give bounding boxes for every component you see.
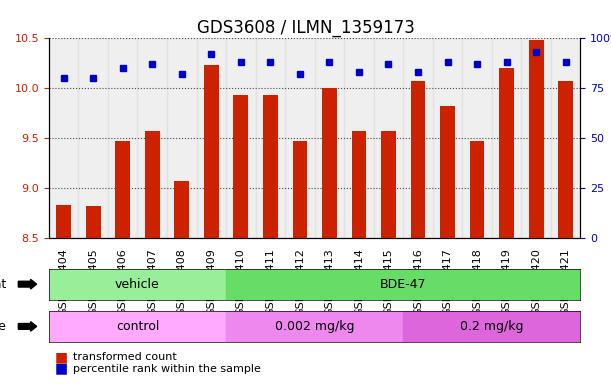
Bar bbox=[529, 40, 544, 384]
Bar bbox=[145, 131, 159, 384]
Bar bbox=[204, 65, 219, 384]
Bar bbox=[403, 311, 580, 342]
Text: transformed count: transformed count bbox=[73, 352, 177, 362]
Bar bbox=[86, 206, 101, 384]
Text: percentile rank within the sample: percentile rank within the sample bbox=[73, 364, 261, 374]
Bar bbox=[470, 141, 485, 384]
Bar bbox=[226, 311, 403, 342]
Text: vehicle: vehicle bbox=[115, 278, 160, 291]
Text: agent: agent bbox=[0, 278, 6, 291]
Bar bbox=[558, 81, 573, 384]
Text: ■: ■ bbox=[55, 362, 68, 376]
Bar bbox=[403, 38, 433, 238]
Bar bbox=[49, 269, 226, 300]
Bar bbox=[174, 181, 189, 384]
Bar bbox=[56, 205, 71, 384]
Bar bbox=[293, 141, 307, 384]
Text: BDE-47: BDE-47 bbox=[380, 278, 426, 291]
Bar bbox=[78, 38, 108, 238]
Bar bbox=[374, 38, 403, 238]
Bar bbox=[521, 38, 551, 238]
Bar bbox=[255, 38, 285, 238]
Bar bbox=[197, 38, 226, 238]
Text: ■: ■ bbox=[55, 350, 68, 364]
Bar bbox=[492, 38, 521, 238]
Bar bbox=[433, 38, 463, 238]
Bar bbox=[49, 311, 226, 342]
Bar bbox=[167, 38, 197, 238]
Bar bbox=[226, 38, 255, 238]
Bar bbox=[551, 38, 580, 238]
Bar bbox=[137, 38, 167, 238]
Text: control: control bbox=[116, 320, 159, 333]
Bar bbox=[233, 95, 248, 384]
Bar bbox=[226, 269, 580, 300]
Bar bbox=[49, 38, 78, 238]
Bar bbox=[463, 38, 492, 238]
Text: 0.2 mg/kg: 0.2 mg/kg bbox=[460, 320, 524, 333]
Bar bbox=[440, 106, 455, 384]
Bar bbox=[322, 88, 337, 384]
Bar bbox=[285, 38, 315, 238]
Bar bbox=[263, 95, 278, 384]
Bar bbox=[499, 68, 514, 384]
Bar bbox=[315, 38, 344, 238]
Text: dose: dose bbox=[0, 320, 6, 333]
Bar bbox=[108, 38, 137, 238]
Bar bbox=[411, 81, 425, 384]
Text: 0.002 mg/kg: 0.002 mg/kg bbox=[275, 320, 354, 333]
Bar bbox=[351, 131, 367, 384]
Bar bbox=[344, 38, 374, 238]
Text: GDS3608 / ILMN_1359173: GDS3608 / ILMN_1359173 bbox=[197, 19, 414, 37]
Bar bbox=[381, 131, 396, 384]
Bar bbox=[115, 141, 130, 384]
